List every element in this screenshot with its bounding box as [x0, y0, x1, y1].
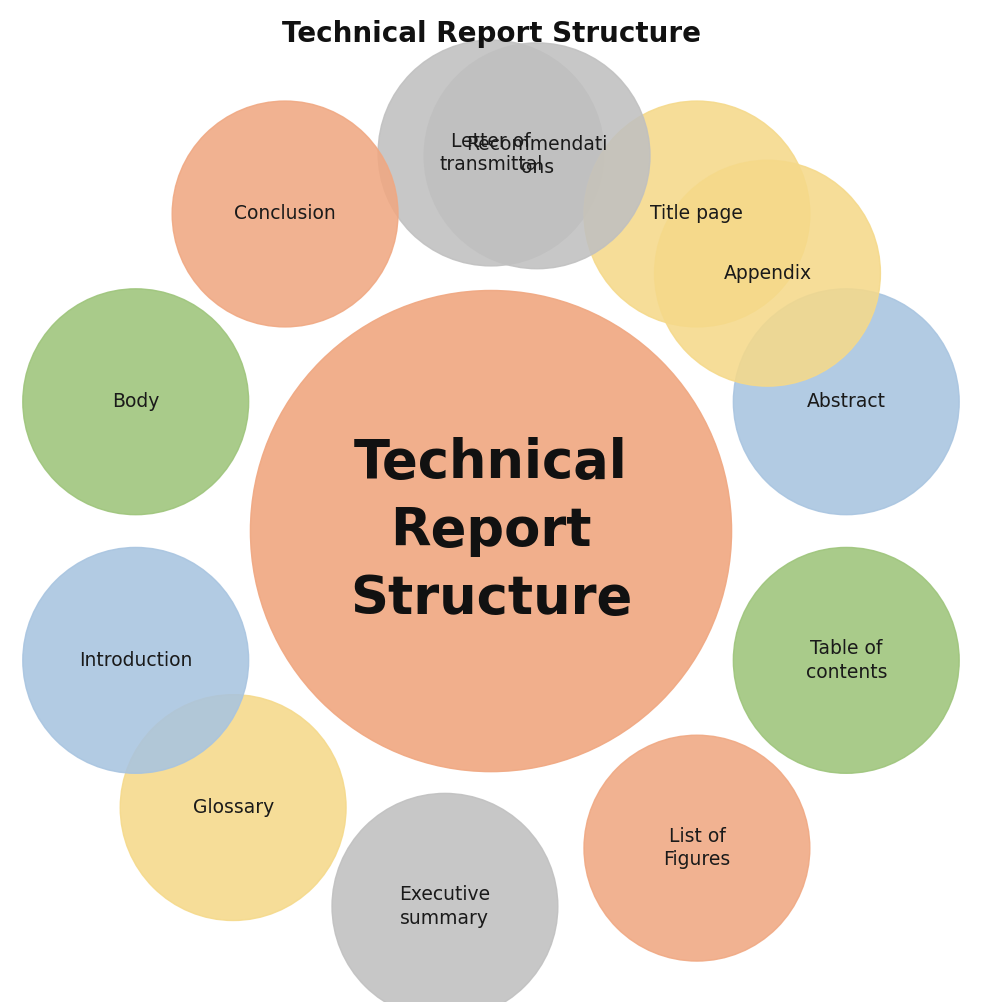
Circle shape	[120, 694, 346, 921]
Text: Title page: Title page	[650, 204, 743, 223]
Circle shape	[378, 40, 604, 266]
Circle shape	[23, 547, 248, 774]
Circle shape	[172, 101, 398, 327]
Text: Appendix: Appendix	[724, 264, 811, 283]
Text: List of
Figures: List of Figures	[663, 827, 731, 870]
Circle shape	[23, 289, 248, 515]
Text: Introduction: Introduction	[79, 651, 192, 670]
Circle shape	[250, 291, 732, 772]
Circle shape	[584, 735, 810, 961]
Circle shape	[655, 160, 881, 386]
Text: Table of
contents: Table of contents	[805, 639, 887, 681]
Text: Executive
summary: Executive summary	[400, 885, 490, 928]
Circle shape	[332, 794, 558, 1002]
Circle shape	[424, 43, 650, 269]
Text: Abstract: Abstract	[807, 392, 886, 411]
Circle shape	[734, 289, 959, 515]
Text: Letter of
transmittal: Letter of transmittal	[439, 131, 543, 174]
Circle shape	[584, 101, 810, 327]
Text: Body: Body	[112, 392, 159, 411]
Text: Technical
Report
Structure: Technical Report Structure	[350, 437, 632, 625]
Text: Conclusion: Conclusion	[235, 204, 336, 223]
Circle shape	[734, 547, 959, 774]
Text: Recommendati
ons: Recommendati ons	[466, 134, 608, 177]
Text: Technical Report Structure: Technical Report Structure	[282, 20, 700, 48]
Text: Glossary: Glossary	[192, 798, 274, 817]
